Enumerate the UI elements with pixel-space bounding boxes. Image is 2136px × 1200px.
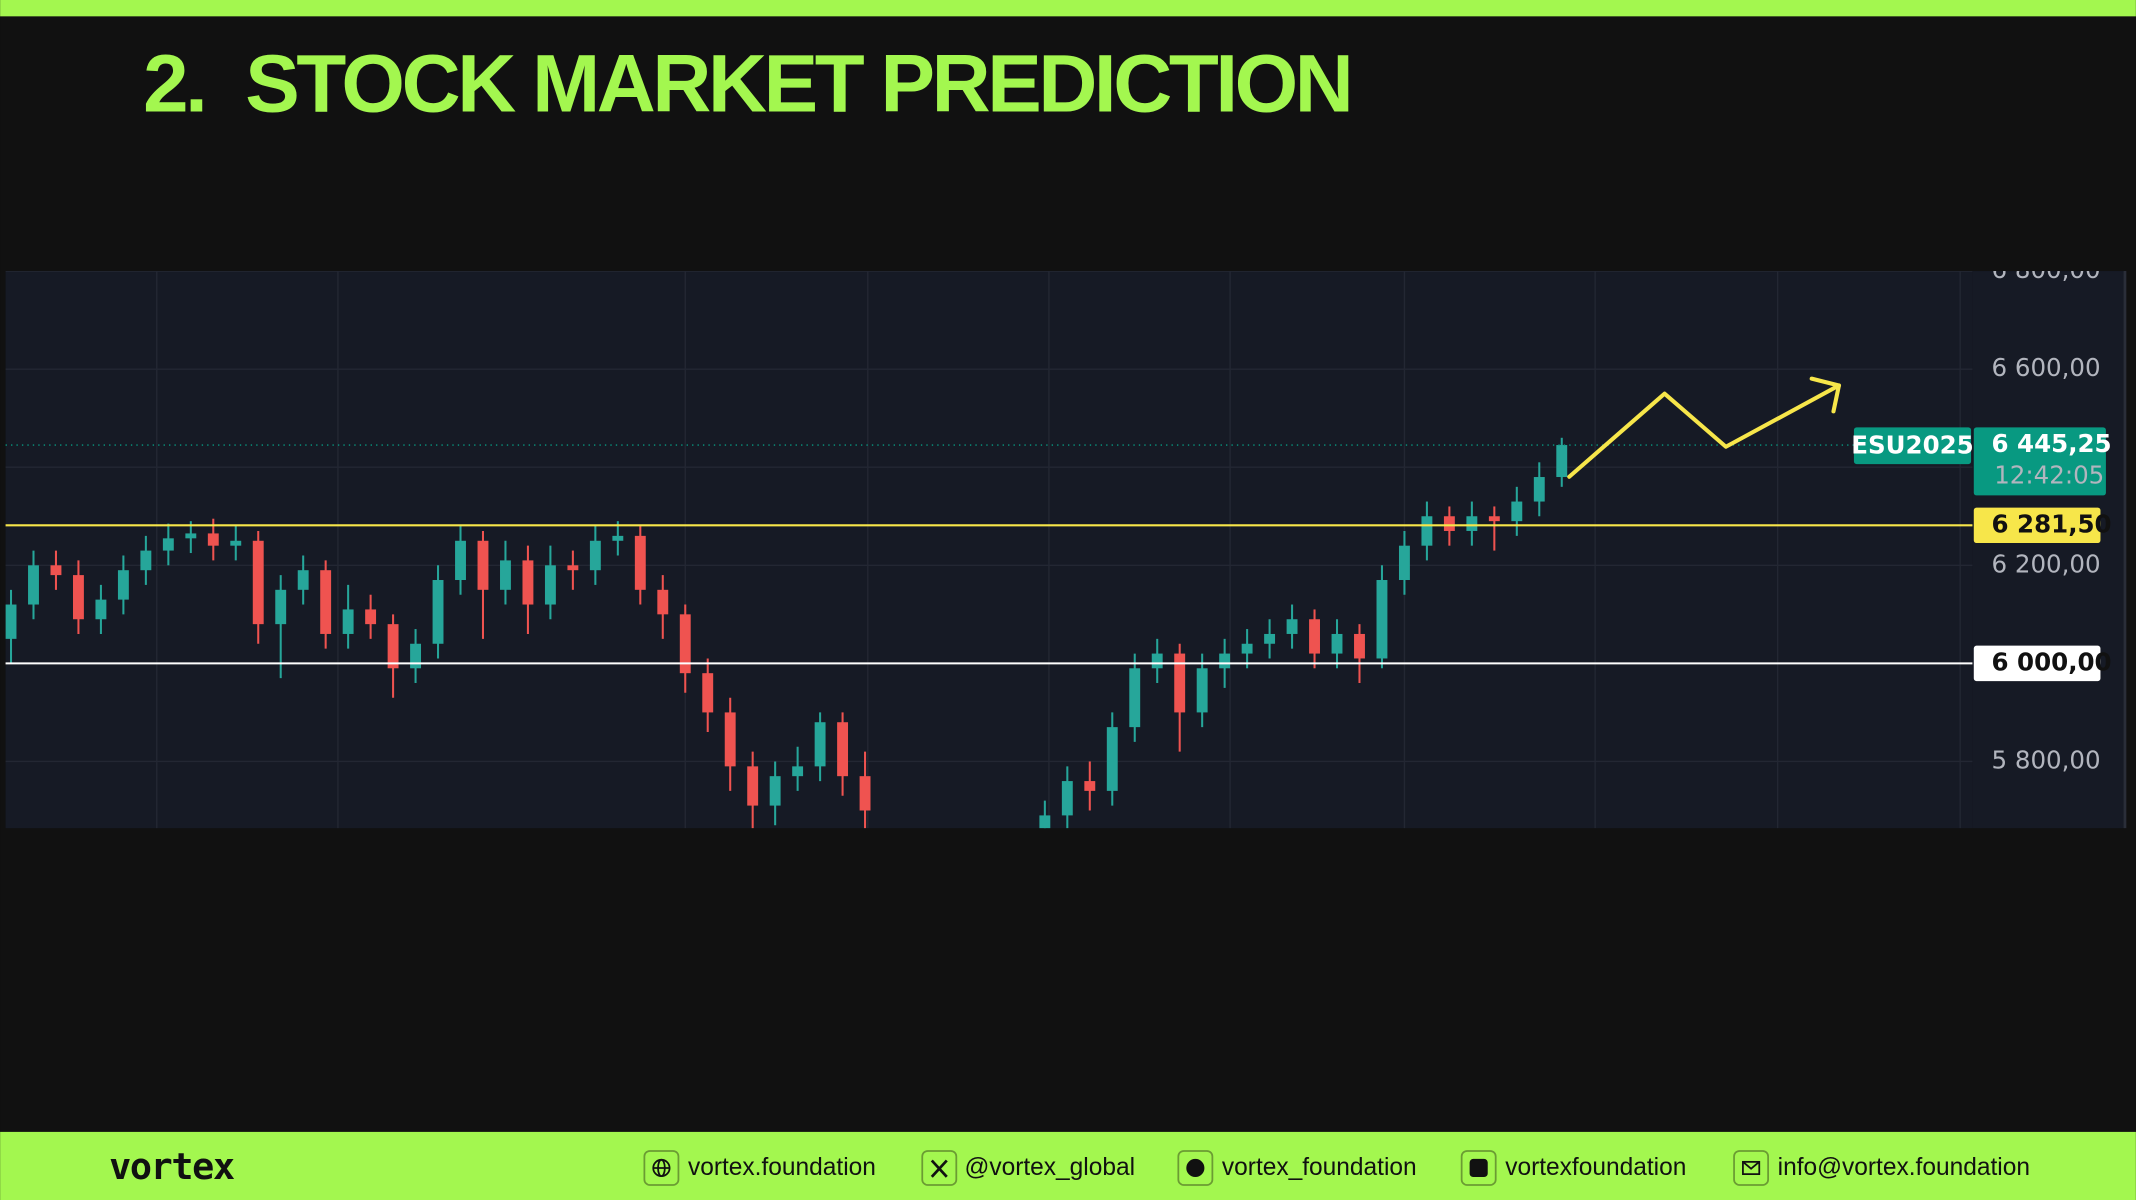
symbol-label: ESU2025 [1851, 430, 1973, 459]
candles [5, 437, 1568, 829]
candle-body [1421, 516, 1433, 546]
candle-body [5, 604, 17, 639]
footer-link: vortexfoundation [1505, 1154, 1686, 1181]
y-tick-label: 6 200,00 [1991, 549, 2100, 578]
candle-body [252, 540, 264, 625]
candle-body [1466, 516, 1478, 531]
candle-body [365, 609, 377, 625]
plot-area [5, 271, 1973, 829]
candle-body [1196, 668, 1208, 713]
candle-body [1241, 643, 1253, 654]
footer-logo: vortex [109, 1145, 235, 1188]
candle-body [477, 540, 489, 590]
candle-body [612, 535, 624, 541]
candle-body [1398, 545, 1410, 581]
candle-body [1488, 516, 1500, 522]
level-label: 6 000,00 [1991, 647, 2111, 676]
candle-body [455, 540, 466, 581]
level-badge [1973, 507, 2101, 544]
y-tick-label: 6 600,00 [1991, 353, 2100, 382]
price-label: 6 445,25 [1991, 429, 2111, 458]
candle-body [410, 643, 422, 669]
top-bar [0, 0, 2136, 17]
footer-bar [0, 1131, 2136, 1200]
candle-body [162, 538, 174, 551]
candle-body [275, 589, 287, 625]
candle-body [1286, 619, 1298, 634]
candle-body [320, 570, 332, 634]
candle-body [769, 776, 781, 806]
candle-body [1309, 619, 1320, 654]
footer-link: info@vortex.foundation [1778, 1154, 2030, 1181]
prediction-arrow [1567, 376, 1841, 479]
candle-body [1443, 516, 1455, 531]
candle-body [1556, 445, 1568, 478]
candle-body [589, 540, 601, 571]
candle-body [185, 533, 197, 539]
price-chart: 6 800,006 600,006 400,006 200,006 000,00… [5, 255, 2127, 829]
candle-body [814, 722, 826, 767]
candle-body [1219, 653, 1231, 669]
candle-body [792, 766, 804, 777]
candle-body [1174, 653, 1186, 713]
candle-body [342, 609, 354, 634]
candle-body [837, 722, 849, 777]
candle-body [544, 565, 556, 605]
candle-body [230, 540, 242, 546]
candle-body [1129, 668, 1141, 728]
y-tick-label: 5 800,00 [1991, 745, 2100, 774]
candle-body [117, 570, 129, 600]
candle-body [500, 560, 511, 590]
footer-links: vortex.foundation @vortex_global vortex_fo… [688, 1154, 2030, 1181]
candle-body [522, 560, 534, 605]
title-number: 2. [143, 38, 204, 129]
level-label: 6 281,50 [1991, 509, 2111, 538]
candle-body [1376, 580, 1388, 659]
candle-body [724, 712, 736, 767]
price-axis [1972, 271, 2125, 829]
candle-body [1331, 633, 1343, 654]
candle-body [1151, 653, 1163, 669]
candle-body [95, 599, 107, 620]
candle-body [1084, 781, 1096, 791]
candle-body [747, 766, 759, 806]
candle-body [28, 565, 39, 605]
candle-body [140, 550, 152, 571]
price-badge [1973, 427, 2106, 496]
candle-body [859, 776, 871, 811]
candle-body [50, 565, 62, 576]
candle-body [387, 624, 399, 669]
candle-body [1354, 633, 1365, 659]
footer-link: vortex.foundation [688, 1154, 876, 1181]
symbol-badge [1853, 427, 1972, 465]
candle-body [297, 570, 309, 590]
candle-body [1106, 727, 1118, 791]
candle-body [657, 589, 669, 615]
candle-body [679, 614, 691, 674]
y-tick-label: 6 800,00 [1991, 255, 2100, 284]
candle-body [702, 673, 714, 713]
candle-body [1039, 815, 1051, 829]
level-badge [1973, 645, 2101, 682]
candle-body [634, 535, 646, 590]
candle-body [207, 533, 219, 546]
footer-link: vortex_foundation [1222, 1154, 1417, 1181]
candle-body [432, 580, 444, 644]
candle-body [1511, 501, 1523, 522]
candle-body [1061, 781, 1073, 816]
footer-icons [643, 1150, 1769, 1186]
slide-title: STOCK MARKET PREDICTION [245, 38, 1350, 129]
candle-body [1264, 633, 1276, 644]
footer-link: @vortex_global [964, 1154, 1135, 1181]
countdown-label: 12:42:05 [1994, 460, 2104, 489]
candle-body [1533, 477, 1545, 502]
candle-body [72, 575, 84, 620]
candle-body [567, 565, 579, 571]
